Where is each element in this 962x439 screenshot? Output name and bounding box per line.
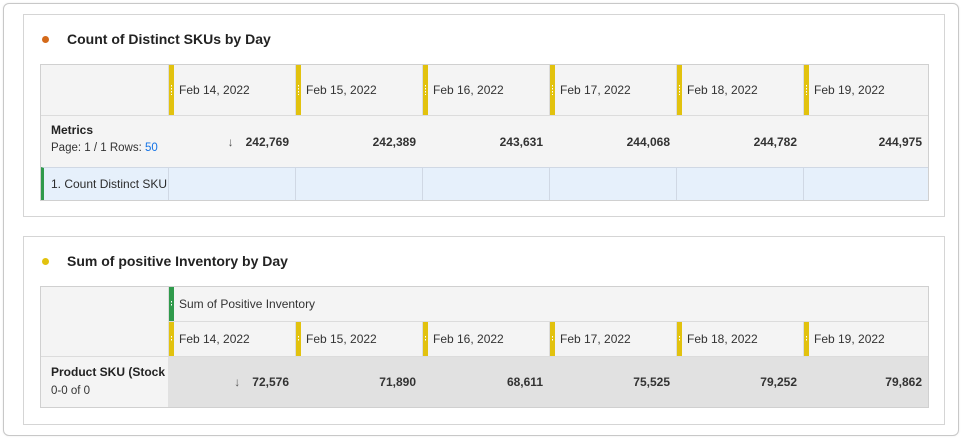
rows-per-page-link[interactable]: 50 [144, 142, 158, 154]
pagination-info: Page: 1 / 1 Rows: 50 [51, 142, 158, 154]
drag-handle-icon[interactable] [296, 65, 301, 115]
drag-handle-icon[interactable] [804, 65, 809, 115]
panel-title-row: Count of Distinct SKUs by Day [42, 31, 271, 47]
table-row-label[interactable]: 1. Count Distinct SKU [41, 167, 168, 200]
table-cell[interactable] [803, 167, 928, 200]
sort-descending-icon[interactable]: ↓ [234, 375, 241, 389]
total-value: 79,862 [803, 357, 928, 407]
drag-handle-icon[interactable] [169, 65, 174, 115]
column-header-date[interactable]: Feb 14, 2022 [168, 322, 295, 357]
table-cell[interactable] [422, 167, 549, 200]
column-header-date[interactable]: Feb 15, 2022 [295, 322, 422, 357]
total-value: 244,068 [549, 116, 676, 167]
dimension-label[interactable]: Product SKU (Stock [51, 365, 166, 379]
freeform-table-1: Feb 14, 2022 Feb 15, 2022 Feb 16, 2022 F… [40, 64, 929, 201]
total-value: ↓ 72,576 [168, 357, 295, 407]
panel-title-row: Sum of positive Inventory by Day [42, 253, 288, 269]
dimension-label-cell: Product SKU (Stock 0-0 of 0 [41, 357, 168, 407]
metrics-label: Metrics [51, 123, 94, 137]
drag-handle-icon[interactable] [296, 322, 301, 356]
drag-handle-icon[interactable] [677, 65, 682, 115]
drag-handle-icon[interactable] [423, 65, 428, 115]
drag-handle-icon[interactable] [423, 322, 428, 356]
drag-handle-icon[interactable] [169, 287, 174, 321]
column-header-date[interactable]: Feb 18, 2022 [676, 322, 803, 357]
column-header-metric[interactable]: Sum of Positive Inventory [168, 287, 928, 322]
header-corner [41, 65, 168, 116]
total-value: 244,975 [803, 116, 928, 167]
header-corner [41, 287, 168, 357]
column-header-date[interactable]: Feb 16, 2022 [422, 65, 549, 116]
column-header-date[interactable]: Feb 16, 2022 [422, 322, 549, 357]
column-header-date[interactable]: Feb 14, 2022 [168, 65, 295, 116]
total-value: 243,631 [422, 116, 549, 167]
metrics-label-cell: Metrics Page: 1 / 1 Rows: 50 [41, 116, 168, 167]
freeform-table-2: Sum of Positive Inventory Feb 14, 2022 F… [40, 286, 929, 408]
drag-handle-icon[interactable] [550, 322, 555, 356]
drag-handle-icon[interactable] [677, 322, 682, 356]
column-header-date[interactable]: Feb 18, 2022 [676, 65, 803, 116]
drag-handle-icon[interactable] [550, 65, 555, 115]
column-header-date[interactable]: Feb 17, 2022 [549, 322, 676, 357]
sort-descending-icon[interactable]: ↓ [227, 134, 234, 149]
total-value: 244,782 [676, 116, 803, 167]
column-header-date[interactable]: Feb 17, 2022 [549, 65, 676, 116]
table-cell[interactable] [676, 167, 803, 200]
panel-title[interactable]: Sum of positive Inventory by Day [67, 253, 288, 269]
column-header-date[interactable]: Feb 19, 2022 [803, 322, 928, 357]
column-header-date[interactable]: Feb 15, 2022 [295, 65, 422, 116]
drag-handle-icon[interactable] [804, 322, 809, 356]
column-header-date[interactable]: Feb 19, 2022 [803, 65, 928, 116]
total-value: ↓ 242,769 [168, 116, 295, 167]
table-cell[interactable] [549, 167, 676, 200]
total-value: 68,611 [422, 357, 549, 407]
drag-handle-icon[interactable] [169, 322, 174, 356]
total-value: 71,890 [295, 357, 422, 407]
row-count-info: 0-0 of 0 [51, 385, 90, 397]
table-cell[interactable] [295, 167, 422, 200]
panel-status-dot-icon [42, 35, 49, 43]
panel-title[interactable]: Count of Distinct SKUs by Day [67, 31, 271, 47]
total-value: 75,525 [549, 357, 676, 407]
panel-status-dot-icon [42, 257, 49, 265]
total-value: 79,252 [676, 357, 803, 407]
table-cell[interactable] [168, 167, 295, 200]
total-value: 242,389 [295, 116, 422, 167]
